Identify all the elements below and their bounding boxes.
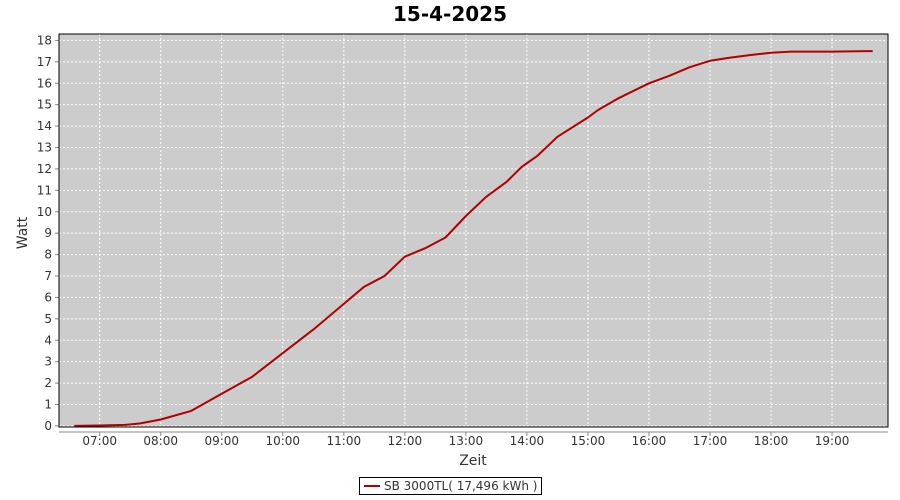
y-tick-label: 10 (37, 205, 52, 219)
y-tick-label: 4 (44, 333, 52, 347)
x-tick-label: 17:00 (693, 434, 728, 448)
x-tick-label: 11:00 (327, 434, 362, 448)
x-tick-label: 16:00 (632, 434, 667, 448)
plot-area (59, 34, 888, 427)
x-tick-label: 19:00 (815, 434, 850, 448)
y-tick-label: 11 (37, 183, 52, 197)
y-tick-label: 14 (37, 119, 52, 133)
legend: SB 3000TL( 17,496 kWh ) (359, 477, 543, 495)
y-tick-label: 5 (44, 312, 52, 326)
legend-label: SB 3000TL( 17,496 kWh ) (384, 479, 538, 493)
chart-title: 15-4-2025 (392, 2, 507, 26)
x-tick-label: 08:00 (143, 434, 178, 448)
legend-swatch (364, 485, 380, 487)
x-tick-label: 15:00 (571, 434, 606, 448)
x-tick-label: 09:00 (204, 434, 239, 448)
x-axis-label: Zeit (459, 453, 487, 469)
x-tick-label: 18:00 (754, 434, 789, 448)
y-tick-label: 17 (37, 55, 52, 69)
y-tick-label: 7 (44, 269, 52, 283)
plot-border (58, 33, 889, 428)
y-tick-label: 0 (44, 419, 52, 433)
y-tick-label: 12 (37, 162, 52, 176)
y-tick-label: 3 (44, 355, 52, 369)
y-tick-label: 15 (37, 98, 52, 112)
x-tick-label: 10:00 (265, 434, 300, 448)
y-tick-label: 16 (37, 76, 52, 90)
x-tick-label: 13:00 (449, 434, 484, 448)
y-tick-label: 2 (44, 376, 52, 390)
x-tick-label: 12:00 (388, 434, 423, 448)
y-tick-label: 9 (44, 226, 52, 240)
y-axis-label: Watt (15, 216, 31, 249)
y-tick-label: 18 (37, 33, 52, 47)
y-tick-label: 8 (44, 248, 52, 262)
y-tick-label: 13 (37, 141, 52, 155)
x-tick-label: 07:00 (82, 434, 117, 448)
series-line (74, 50, 873, 427)
y-tick-label: 1 (44, 398, 52, 412)
x-tick-label: 14:00 (510, 434, 545, 448)
y-tick-label: 6 (44, 290, 52, 304)
